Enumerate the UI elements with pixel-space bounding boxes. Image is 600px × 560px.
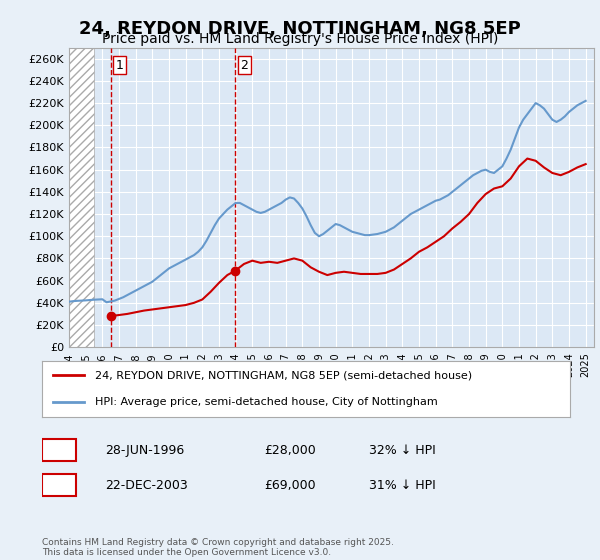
Text: 32% ↓ HPI: 32% ↓ HPI — [370, 444, 436, 457]
Text: HPI: Average price, semi-detached house, City of Nottingham: HPI: Average price, semi-detached house,… — [95, 396, 437, 407]
Text: 2: 2 — [55, 479, 63, 492]
Text: 2: 2 — [241, 59, 248, 72]
Text: 24, REYDON DRIVE, NOTTINGHAM, NG8 5EP: 24, REYDON DRIVE, NOTTINGHAM, NG8 5EP — [79, 20, 521, 38]
Text: Contains HM Land Registry data © Crown copyright and database right 2025.
This d: Contains HM Land Registry data © Crown c… — [42, 538, 394, 557]
FancyBboxPatch shape — [42, 474, 76, 496]
Bar — [69, 48, 94, 347]
Text: £69,000: £69,000 — [264, 479, 316, 492]
Text: 1: 1 — [55, 444, 63, 457]
FancyBboxPatch shape — [42, 438, 76, 461]
Text: Price paid vs. HM Land Registry's House Price Index (HPI): Price paid vs. HM Land Registry's House … — [102, 32, 498, 46]
Text: 24, REYDON DRIVE, NOTTINGHAM, NG8 5EP (semi-detached house): 24, REYDON DRIVE, NOTTINGHAM, NG8 5EP (s… — [95, 370, 472, 380]
Text: 1: 1 — [115, 59, 124, 72]
Text: 28-JUN-1996: 28-JUN-1996 — [106, 444, 185, 457]
Text: 22-DEC-2003: 22-DEC-2003 — [106, 479, 188, 492]
Text: £28,000: £28,000 — [264, 444, 316, 457]
Text: 31% ↓ HPI: 31% ↓ HPI — [370, 479, 436, 492]
